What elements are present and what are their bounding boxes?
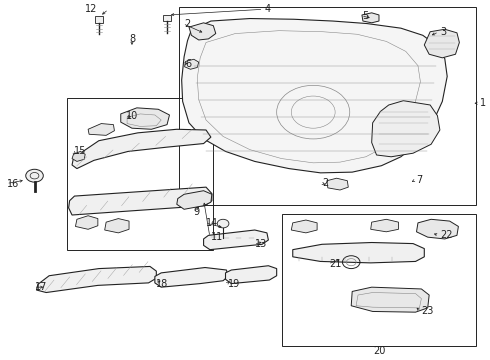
Polygon shape xyxy=(371,219,398,232)
Text: 4: 4 xyxy=(265,4,270,14)
Text: 11: 11 xyxy=(211,232,223,242)
Polygon shape xyxy=(72,152,85,161)
Polygon shape xyxy=(182,18,447,173)
Text: 20: 20 xyxy=(373,346,385,356)
Text: 7: 7 xyxy=(416,175,423,185)
Polygon shape xyxy=(177,191,212,209)
Text: 14: 14 xyxy=(206,218,218,228)
Polygon shape xyxy=(293,243,424,263)
Text: 18: 18 xyxy=(156,279,169,289)
Polygon shape xyxy=(105,219,129,233)
Text: 10: 10 xyxy=(125,111,138,121)
Text: 1: 1 xyxy=(480,98,486,108)
Text: 8: 8 xyxy=(129,34,135,44)
Polygon shape xyxy=(95,17,103,23)
Polygon shape xyxy=(291,220,317,233)
Text: 22: 22 xyxy=(440,230,452,240)
Polygon shape xyxy=(72,129,211,168)
Polygon shape xyxy=(75,216,98,229)
Text: 19: 19 xyxy=(228,279,240,289)
Text: 21: 21 xyxy=(329,259,341,269)
Polygon shape xyxy=(155,267,228,287)
Text: 9: 9 xyxy=(194,207,200,217)
Text: 16: 16 xyxy=(7,179,20,189)
Polygon shape xyxy=(327,178,348,190)
Text: 6: 6 xyxy=(186,59,192,69)
Circle shape xyxy=(30,172,39,179)
Polygon shape xyxy=(362,13,379,23)
Polygon shape xyxy=(225,266,277,284)
Polygon shape xyxy=(416,219,459,239)
Polygon shape xyxy=(121,108,170,129)
Polygon shape xyxy=(203,230,269,249)
Polygon shape xyxy=(185,59,199,69)
Text: 23: 23 xyxy=(421,306,434,316)
Text: 2: 2 xyxy=(322,178,328,188)
Polygon shape xyxy=(88,123,115,135)
Text: 12: 12 xyxy=(85,4,98,14)
Polygon shape xyxy=(163,15,171,21)
Text: 15: 15 xyxy=(74,147,86,157)
Text: 17: 17 xyxy=(34,282,47,292)
Polygon shape xyxy=(69,187,212,215)
Polygon shape xyxy=(36,266,156,293)
Circle shape xyxy=(217,219,229,228)
Polygon shape xyxy=(351,287,429,312)
Text: 3: 3 xyxy=(440,27,446,37)
Polygon shape xyxy=(372,101,440,157)
Circle shape xyxy=(26,169,43,182)
Text: 13: 13 xyxy=(255,239,267,249)
Polygon shape xyxy=(424,29,460,58)
Text: 2: 2 xyxy=(184,18,190,28)
Text: 5: 5 xyxy=(362,11,368,21)
Polygon shape xyxy=(189,23,216,40)
